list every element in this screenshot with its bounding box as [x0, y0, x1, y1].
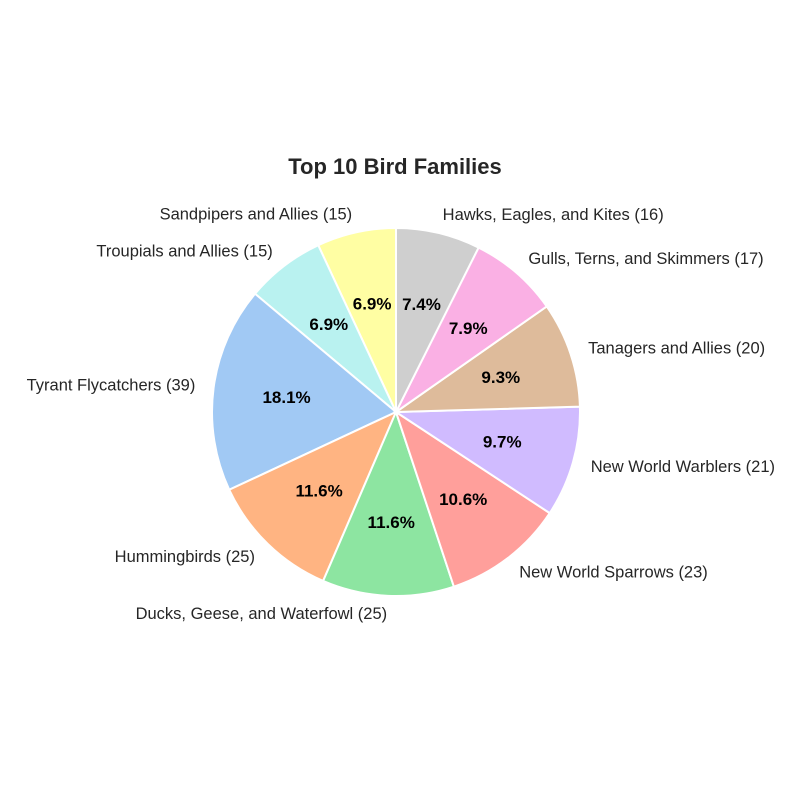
- pie-slice-hummingbirds: [227, 409, 398, 583]
- slice-label-gulls-terns-and-skimmers: Gulls, Terns, and Skimmers (17): [528, 250, 763, 268]
- slice-label-new-world-warblers: New World Warblers (21): [591, 458, 775, 476]
- pie-slice-tyrant-flycatchers: [211, 292, 398, 492]
- slice-label-ducks-geese-and-waterfowl: Ducks, Geese, and Waterfowl (25): [136, 605, 388, 623]
- slice-label-hawks-eagles-and-kites: Hawks, Eagles, and Kites (16): [443, 206, 664, 224]
- slice-label-tyrant-flycatchers: Tyrant Flycatchers (39): [27, 377, 196, 395]
- slice-percent-new-world-warblers: 9.7%: [483, 433, 522, 452]
- slice-percent-gulls-terns-and-skimmers: 7.9%: [449, 319, 488, 338]
- slice-percent-tanagers-and-allies: 9.3%: [481, 368, 520, 387]
- pie-slice-ducks-geese-and-waterfowl: [321, 409, 456, 597]
- slice-percent-troupials-and-allies: 6.9%: [309, 315, 348, 334]
- pie-slice-hawks-eagles-and-kites: [395, 226, 480, 413]
- slice-label-new-world-sparrows: New World Sparrows (23): [519, 564, 708, 582]
- slice-label-sandpipers-and-allies: Sandpipers and Allies (15): [160, 205, 353, 223]
- pie-slices: [211, 226, 581, 597]
- slice-label-hummingbirds: Hummingbirds (25): [115, 548, 255, 566]
- pie-labels: Sandpipers and Allies (15) Troupials and …: [27, 205, 775, 623]
- pie-slice-new-world-warblers: [392, 405, 581, 515]
- chart-title: Top 10 Bird Families: [288, 154, 502, 179]
- slice-percent-ducks-geese-and-waterfowl: 11.6%: [368, 513, 415, 532]
- slice-percent-hummingbirds: 11.6%: [295, 482, 342, 501]
- slice-percent-sandpipers-and-allies: 6.9%: [353, 295, 392, 314]
- slice-percent-new-world-sparrows: 10.6%: [439, 490, 487, 509]
- slice-percent-tyrant-flycatchers: 18.1%: [262, 388, 310, 407]
- slice-label-troupials-and-allies: Troupials and Allies (15): [96, 242, 272, 260]
- slice-percent-hawks-eagles-and-kites: 7.4%: [402, 295, 441, 314]
- slice-label-tanagers-and-allies: Tanagers and Allies (20): [588, 339, 765, 357]
- pie-slice-new-world-sparrows: [394, 409, 552, 588]
- pie-slice-gulls-terns-and-skimmers: [395, 246, 549, 413]
- pie-percent-labels: 6.9% 6.9% 18.1% 11.6% 11.6% 10.6% 9.7% 9.3% 7.9%…: [262, 295, 521, 532]
- pie-slice-tanagers-and-allies: [392, 305, 581, 414]
